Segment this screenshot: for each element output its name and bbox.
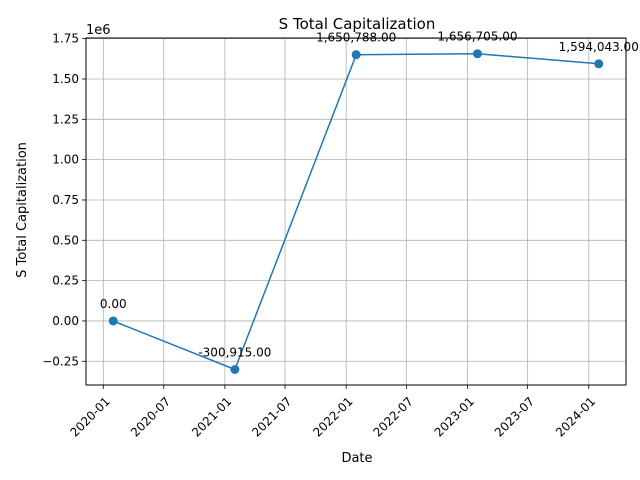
data-point bbox=[594, 59, 604, 69]
data-label: 0.00 bbox=[100, 297, 127, 311]
data-point bbox=[351, 50, 361, 60]
y-tick-label: 0.25 bbox=[52, 274, 79, 288]
series-markers bbox=[108, 49, 604, 374]
x-axis-label: Date bbox=[341, 451, 372, 466]
grid bbox=[86, 38, 626, 385]
y-tick-label: 1.75 bbox=[52, 32, 79, 46]
y-tick-label: 0.50 bbox=[52, 233, 79, 247]
y-tick-label: 0.75 bbox=[52, 193, 79, 207]
data-point bbox=[230, 364, 240, 374]
chart-title: S Total Capitalization bbox=[279, 15, 436, 33]
data-point bbox=[472, 49, 482, 59]
y-axis-offset-text: 1e6 bbox=[86, 23, 111, 38]
y-tick-label: 0.00 bbox=[52, 314, 79, 328]
data-labels: 0.00-300,915.001,650,788.00 1,656,705.001… bbox=[100, 30, 639, 360]
y-axis-ticks: −0.25 0.00 0.25 0.50 0.75 1.00 1.25 1.50 1.75 bbox=[42, 32, 86, 368]
y-tick-label: 1.25 bbox=[52, 112, 79, 126]
y-tick-label: 1.50 bbox=[52, 72, 79, 86]
y-tick-label: 1.00 bbox=[52, 153, 79, 167]
plot-frame bbox=[85, 37, 627, 386]
y-tick-label: −0.25 bbox=[42, 354, 79, 368]
data-label: -300,915.00 bbox=[198, 345, 271, 359]
y-axis-label: S Total Capitalization bbox=[15, 142, 30, 278]
data-point bbox=[108, 316, 118, 326]
data-label: 1,656,705.00 bbox=[437, 30, 517, 44]
data-label: 1,594,043.00 bbox=[559, 40, 639, 54]
